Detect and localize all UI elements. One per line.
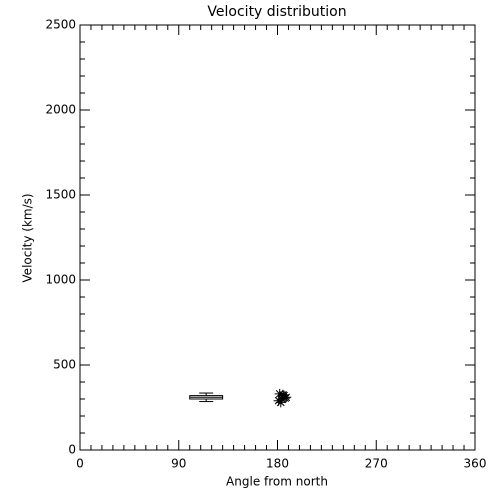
scatter-point <box>273 395 284 406</box>
y-axis-title: Velocity (km/s) <box>21 193 35 282</box>
chart-title: Velocity distribution <box>207 4 346 20</box>
y-tick-label: 500 <box>53 358 76 372</box>
y-tick-label: 2500 <box>45 18 76 32</box>
x-tick-label: 0 <box>76 457 84 471</box>
y-tick-label: 1000 <box>45 273 76 287</box>
y-tick-label: 0 <box>68 443 76 457</box>
scatter-point <box>280 393 291 404</box>
x-tick-label: 360 <box>464 457 487 471</box>
y-tick-label: 1500 <box>45 188 76 202</box>
x-axis-title: Angle from north <box>226 475 328 489</box>
x-tick-label: 180 <box>266 457 289 471</box>
x-tick-label: 90 <box>171 457 186 471</box>
scatter-point <box>276 394 287 404</box>
scatter-point <box>277 389 288 400</box>
x-tick-label: 270 <box>365 457 388 471</box>
y-tick-label: 2000 <box>45 103 76 117</box>
scatter-point <box>274 388 285 399</box>
plot-frame <box>79 24 476 451</box>
